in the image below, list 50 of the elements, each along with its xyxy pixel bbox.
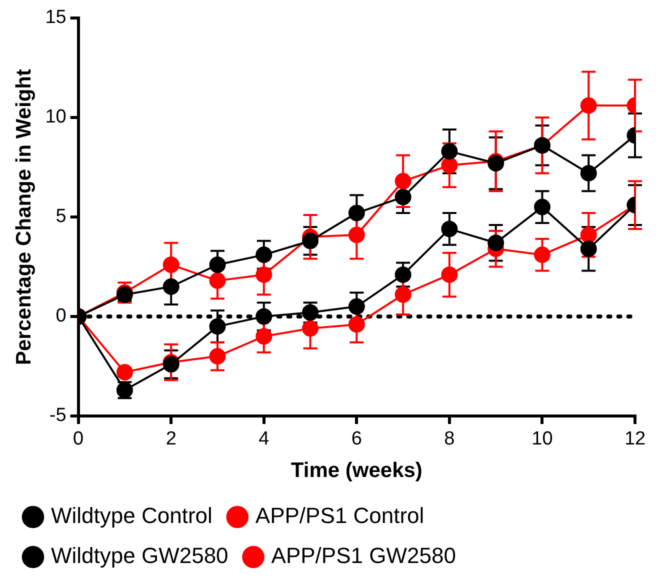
x-tick-label: 6 [351,428,362,450]
y-axis-title: Percentage Change in Weight [12,68,36,365]
legend-label: Wildtype Control [51,503,212,528]
y-tick-label: 0 [56,306,66,327]
point [394,172,412,190]
legend-label: APP/PS1 Control [255,503,424,528]
point [580,226,597,244]
point [302,232,319,250]
x-tick-label: 2 [166,428,176,450]
point [256,328,272,345]
point [348,226,365,244]
point [256,308,272,325]
point [256,246,272,264]
legend-label: Wildtype GW2580 [51,543,228,568]
point [209,272,226,289]
point [534,246,550,264]
point [256,266,272,283]
point [302,320,319,337]
x-tick-label: 10 [532,428,553,450]
point [441,143,458,160]
x-tick-label: 12 [624,428,646,450]
y-tick-label: 10 [45,106,66,128]
point [441,266,458,283]
point [209,318,226,335]
point [348,316,365,333]
legend-label: APP/PS1 GW2580 [271,543,456,568]
point [394,266,412,283]
x-tick-label: 0 [73,428,84,450]
y-tick-label: 5 [56,206,66,228]
x-tick-label: 8 [444,428,455,450]
point [116,364,133,380]
point [348,298,365,315]
point [209,256,226,274]
point [488,234,504,252]
point [394,286,412,303]
point [162,256,180,274]
point [441,220,458,238]
point [209,348,226,365]
y-tick-label: -5 [49,405,66,426]
point [394,188,412,206]
point [534,198,550,216]
point [348,204,365,222]
x-tick-label: 4 [258,428,270,450]
point [580,240,597,258]
x-axis-title: Time (weeks) [290,459,422,482]
point [580,97,597,114]
point [162,278,180,295]
y-tick-label: 15 [45,7,66,28]
point [580,164,597,182]
point [441,157,458,174]
